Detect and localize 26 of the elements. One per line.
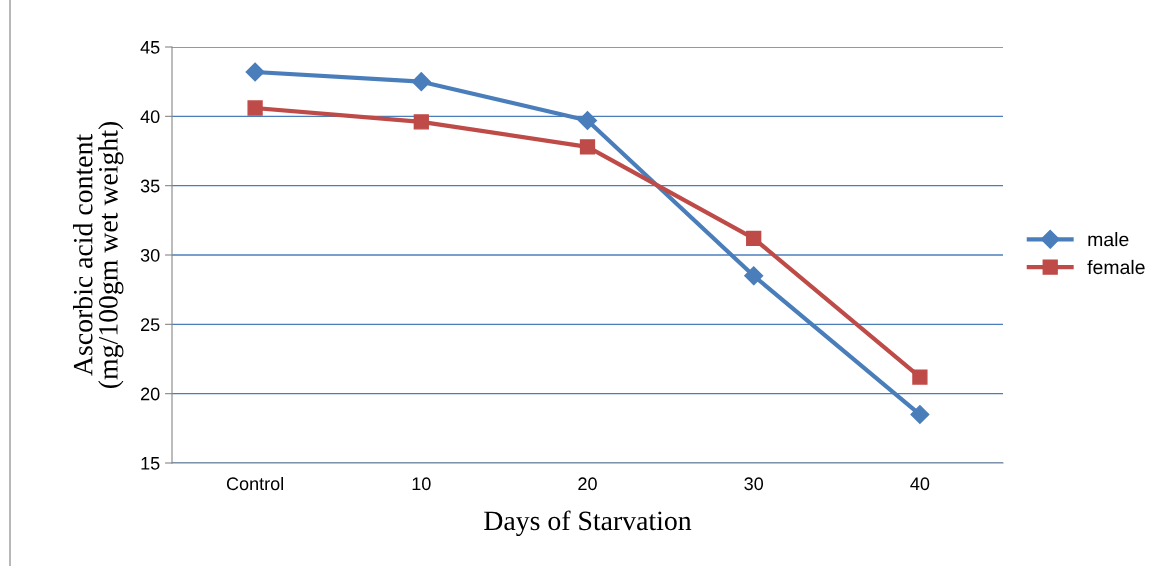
y-tick-label: 30 [140, 248, 160, 262]
y-tick-label: 45 [140, 41, 160, 54]
point [910, 404, 930, 425]
x-tick-label: 10 [412, 477, 431, 491]
point [744, 266, 764, 286]
x-axis-title: Days of Starvation [484, 510, 692, 536]
point [912, 369, 928, 385]
point [411, 72, 431, 92]
point [577, 110, 598, 131]
point [579, 139, 596, 155]
legend-label: female [1087, 259, 1145, 275]
x-tick-label: 40 [910, 477, 930, 491]
x-tick-label: Control [226, 476, 283, 491]
point [247, 100, 263, 116]
y-tick-label: 25 [141, 318, 160, 332]
y-tick-label: 15 [141, 457, 160, 470]
y-axis-title: Ascorbic acid content (mg/100gm wet weight) [72, 121, 124, 389]
point [413, 114, 429, 130]
y-tick-label: 20 [141, 387, 160, 401]
x-tick-label: 20 [578, 477, 597, 491]
point [746, 230, 762, 246]
point [245, 62, 265, 82]
x-tick-label: 30 [744, 477, 764, 491]
legend-label: male [1088, 232, 1129, 247]
y-tick-label: 40 [140, 110, 160, 124]
y-tick-label: 35 [140, 179, 160, 193]
